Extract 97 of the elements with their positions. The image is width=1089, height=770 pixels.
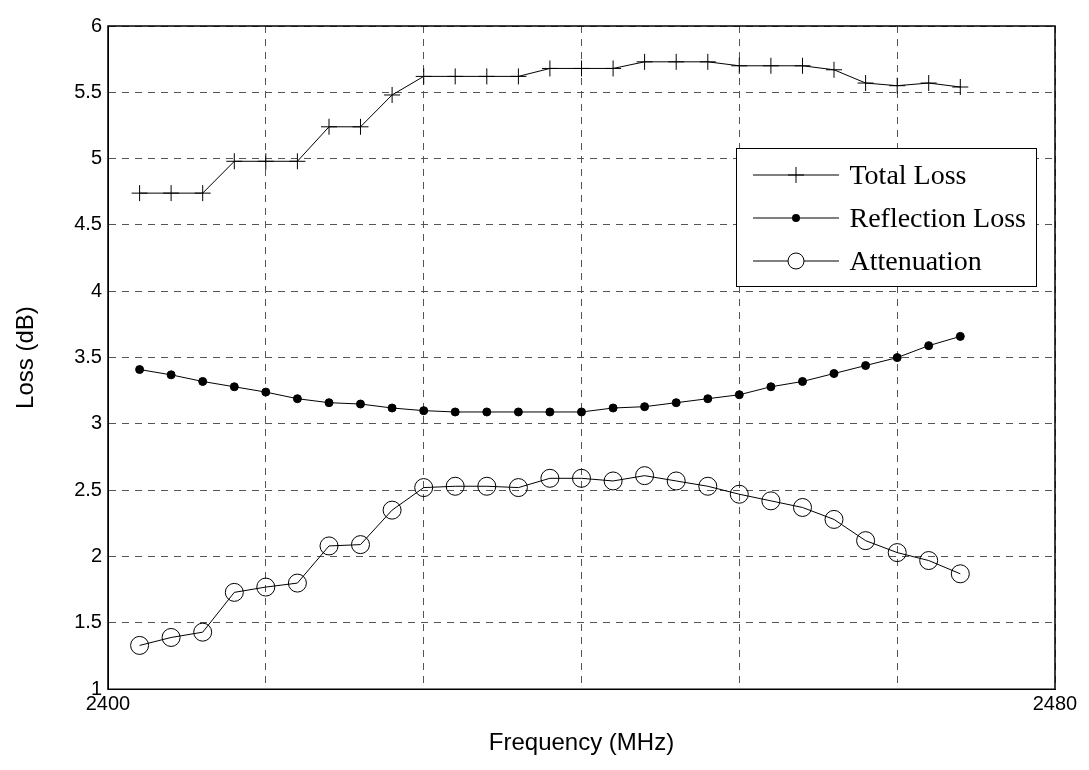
point xyxy=(162,184,180,202)
y-tick-label: 2 xyxy=(90,544,102,567)
point xyxy=(667,53,685,71)
y-tick-label: 6 xyxy=(90,13,102,36)
point xyxy=(919,551,939,571)
point xyxy=(229,382,239,392)
point xyxy=(604,59,622,77)
point xyxy=(135,365,145,375)
point xyxy=(951,78,969,96)
point xyxy=(540,468,560,488)
y-tick-label: 5 xyxy=(90,146,102,169)
x-tick-label: 2480 xyxy=(1032,691,1078,714)
point xyxy=(824,509,844,529)
point xyxy=(355,399,365,409)
point xyxy=(798,376,808,386)
point xyxy=(887,543,907,563)
point xyxy=(766,382,776,392)
point xyxy=(292,394,302,404)
point xyxy=(861,361,871,371)
point xyxy=(636,53,654,71)
point xyxy=(513,407,523,417)
point xyxy=(698,476,718,496)
point xyxy=(320,118,338,136)
x-axis-title: Frequency (MHz) xyxy=(488,728,675,756)
point xyxy=(414,478,434,498)
point xyxy=(383,86,401,104)
point xyxy=(257,152,275,170)
point xyxy=(671,398,681,408)
point xyxy=(920,74,938,92)
point xyxy=(131,184,149,202)
point xyxy=(640,402,650,412)
point xyxy=(224,582,244,602)
y-tick-label: 3 xyxy=(90,411,102,434)
point xyxy=(477,476,497,496)
y-tick-label: 4.5 xyxy=(74,212,102,235)
point xyxy=(761,491,781,511)
point xyxy=(603,471,623,491)
point xyxy=(198,376,208,386)
point xyxy=(445,476,465,496)
point xyxy=(545,407,555,417)
legend-label: Total Loss xyxy=(849,158,967,192)
point xyxy=(351,118,369,136)
point xyxy=(734,390,744,400)
point xyxy=(955,331,965,341)
point xyxy=(577,407,586,417)
legend-label: Reflection Loss xyxy=(849,201,1026,235)
point xyxy=(287,573,307,593)
y-tick-label: 5.5 xyxy=(74,79,102,102)
legend-label: Attenuation xyxy=(849,244,982,278)
point xyxy=(387,403,397,413)
point xyxy=(793,497,813,517)
point xyxy=(261,387,271,397)
point xyxy=(324,398,334,408)
point xyxy=(703,394,713,404)
point xyxy=(729,484,749,504)
point xyxy=(350,535,370,555)
point xyxy=(256,577,276,597)
point xyxy=(730,57,748,75)
y-tick-label: 4 xyxy=(90,278,102,301)
point xyxy=(194,184,212,202)
point xyxy=(635,466,655,486)
point xyxy=(573,59,590,77)
point xyxy=(161,627,181,647)
point xyxy=(419,406,429,416)
point xyxy=(288,152,306,170)
point xyxy=(450,407,460,417)
point xyxy=(572,468,591,488)
point xyxy=(382,500,402,520)
point xyxy=(829,369,839,379)
point xyxy=(794,57,812,75)
point xyxy=(478,67,496,85)
y-tick-label: 1.5 xyxy=(74,610,102,633)
point xyxy=(666,471,686,491)
point xyxy=(446,67,464,85)
y-tick-label: 3.5 xyxy=(74,345,102,368)
point xyxy=(950,564,970,584)
point xyxy=(541,59,559,77)
point xyxy=(699,53,717,71)
point xyxy=(608,403,618,413)
point xyxy=(825,61,843,79)
point xyxy=(509,67,527,85)
point xyxy=(166,370,176,380)
y-axis-title: Loss (dB) xyxy=(11,306,39,409)
point xyxy=(888,77,906,95)
point xyxy=(892,353,902,363)
point xyxy=(482,407,492,417)
point xyxy=(319,536,339,556)
point xyxy=(856,531,876,551)
point xyxy=(225,152,243,170)
point xyxy=(762,57,780,75)
point xyxy=(130,635,150,655)
point xyxy=(924,341,934,351)
point xyxy=(508,478,528,498)
y-tick-label: 2.5 xyxy=(74,477,102,500)
point xyxy=(857,74,875,92)
point xyxy=(415,67,433,85)
point xyxy=(193,622,213,642)
